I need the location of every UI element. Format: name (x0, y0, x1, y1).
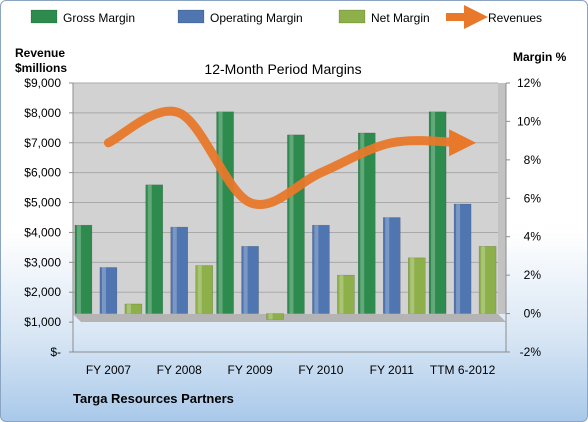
bar-highlight (126, 303, 131, 314)
bar-operating-margin (383, 217, 401, 314)
left-axis-tick-label: $9,000 (24, 76, 61, 90)
x-axis-tick-label: FY 2007 (86, 363, 131, 377)
right-axis-tick-label: 10% (517, 114, 541, 128)
bar-highlight (339, 275, 344, 314)
bar-highlight (385, 217, 390, 314)
left-axis-tick-label: $1,000 (24, 315, 61, 329)
x-axis-tick-label: FY 2008 (157, 363, 202, 377)
bar-highlight (431, 111, 436, 314)
left-axis-tick-label: $6,000 (24, 166, 61, 180)
legend-marker-gross-margin (30, 9, 58, 24)
x-axis-tick-label: FY 2011 (370, 363, 415, 377)
bar-highlight (456, 204, 461, 314)
legend-label: Net Margin (371, 11, 430, 25)
bar-gross-margin (145, 184, 163, 314)
right-axis-label: Margin % (513, 50, 567, 64)
bar-operating-margin (99, 267, 118, 314)
left-axis-tick-label: $7,000 (24, 136, 61, 150)
left-axis-tick-label: $4,000 (24, 225, 61, 239)
plot-floor (73, 314, 506, 322)
bar-net-margin (266, 313, 284, 320)
plot-side-wall (498, 83, 506, 314)
bar-highlight (147, 184, 152, 314)
gridlines (73, 82, 498, 293)
bar-highlight (289, 134, 294, 314)
chart-title: 12-Month Period Margins (204, 61, 361, 77)
right-axis-tick-label: 12% (517, 76, 541, 90)
bar-operating-margin (453, 203, 472, 314)
footer-company-name: Targa Resources Partners (73, 391, 234, 406)
left-axis-tick-label: $8,000 (24, 106, 61, 120)
bar-operating-margin (241, 246, 259, 314)
axes: $9,000 $8,000 $7,000 $6,000 $5,000 $4,000 $3,0… (24, 76, 541, 377)
bar-highlight (218, 111, 223, 314)
bar-highlight (481, 246, 486, 314)
legend-label: Revenues (488, 11, 542, 25)
left-axis-tick-label: $5,000 (24, 196, 61, 210)
legend-marker-operating-margin (177, 9, 205, 24)
bar-highlight (268, 313, 273, 320)
bar-gross-margin (428, 111, 447, 314)
x-axis-tick-label: FY 2010 (298, 363, 343, 377)
right-axis-tick-label: -2% (520, 345, 542, 359)
right-axis-tick-label: 8% (524, 153, 542, 167)
bar-highlight (197, 265, 202, 314)
left-axis-label-line2: $millions (15, 61, 67, 75)
revenue-line (103, 106, 477, 209)
bar-operating-margin (312, 224, 330, 314)
bar-net-margin (124, 303, 143, 314)
bar-net-margin (478, 246, 497, 314)
bar-net-margin (408, 257, 426, 314)
bar-gross-margin (287, 134, 305, 314)
bar-highlight (243, 246, 248, 314)
bar-net-margin (195, 265, 213, 314)
x-axis-tick-label: TTM 6-2012 (430, 363, 496, 377)
legend-label: Gross Margin (63, 11, 135, 25)
left-axis-tick-label: $3,000 (24, 255, 61, 269)
bar-highlight (172, 227, 177, 314)
bar-highlight (360, 132, 365, 314)
bar-highlight (101, 267, 106, 314)
bar-net-margin (337, 274, 355, 314)
legend-marker-net-margin (338, 9, 366, 24)
legend-label: Operating Margin (210, 11, 303, 25)
bar-operating-margin (170, 226, 188, 314)
legend: Gross Margin Operating Margin Net Margin Re… (30, 5, 542, 29)
left-axis-label-line1: Revenue (15, 46, 65, 60)
bar-series (74, 111, 497, 320)
right-axis-tick-label: 6% (524, 191, 542, 205)
bar-gross-margin (74, 224, 93, 314)
bar-highlight (76, 225, 81, 314)
bar-highlight (410, 257, 415, 314)
right-axis-tick-label: 2% (524, 268, 542, 282)
left-axis-tick-label: $2,000 (24, 285, 61, 299)
x-axis-tick-label: FY 2009 (228, 363, 273, 377)
bar-highlight (314, 225, 319, 314)
right-axis-tick-label: 4% (524, 230, 542, 244)
right-axis-tick-label: 0% (524, 307, 542, 321)
bar-gross-margin (358, 132, 376, 314)
left-axis-tick-label: $- (50, 345, 61, 359)
